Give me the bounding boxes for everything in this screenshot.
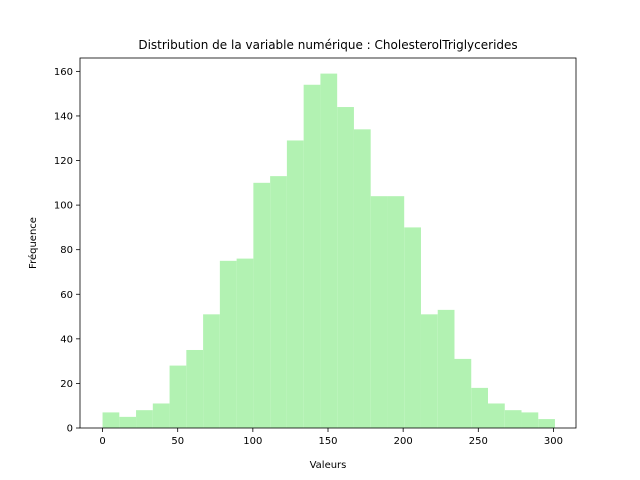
histogram-bar: [437, 309, 455, 428]
x-tick-label: 100: [243, 436, 262, 447]
histogram-bar: [454, 358, 472, 428]
histogram-bar: [270, 176, 287, 428]
x-tick-label: 300: [544, 436, 563, 447]
y-tick-label: 40: [60, 334, 73, 345]
histogram-bar: [169, 365, 187, 428]
y-tick-label: 140: [54, 111, 73, 122]
histogram-bar: [404, 227, 421, 428]
histogram-bar: [488, 403, 505, 428]
histogram-bar: [320, 73, 338, 428]
x-tick-label: 50: [171, 436, 184, 447]
histogram-bar: [303, 84, 321, 428]
histogram-bar: [119, 416, 137, 428]
plot-frame: [79, 57, 577, 429]
histogram-bar: [186, 349, 204, 428]
x-tick-label: 150: [318, 436, 337, 447]
y-tick-label: 120: [54, 156, 73, 167]
histogram-bar: [538, 419, 555, 428]
y-tick-label: 80: [60, 245, 73, 256]
x-axis-label: Valeurs: [310, 460, 347, 471]
bars-group: [102, 73, 555, 428]
histogram-bar: [236, 258, 254, 428]
y-tick-label: 160: [54, 67, 73, 78]
histogram-bar: [102, 412, 120, 428]
y-tick-label: 0: [67, 424, 73, 435]
chart-title: Distribution de la variable numérique : …: [138, 38, 517, 52]
histogram-bar: [370, 196, 388, 428]
histogram-bar: [219, 260, 237, 428]
y-tick-label: 60: [60, 290, 73, 301]
histogram-bar: [286, 140, 304, 428]
histogram-bar: [387, 196, 405, 428]
y-axis: 0 20 40 60 80 100 120 140 160: [54, 67, 80, 435]
histogram-bar: [152, 403, 170, 428]
histogram-bar: [203, 314, 220, 428]
histogram-bar: [471, 387, 488, 428]
x-tick-label: 250: [469, 436, 488, 447]
histogram-bar: [136, 410, 153, 428]
x-axis: 0 50 100 150 200 250 300: [99, 428, 563, 447]
y-axis-label: Fréquence: [27, 217, 39, 269]
histogram-bar: [337, 107, 354, 428]
histogram-bar: [420, 314, 438, 428]
histogram-bar: [353, 129, 371, 428]
histogram-bar: [253, 182, 271, 428]
y-tick-label: 20: [60, 379, 73, 390]
histogram-bar: [521, 412, 539, 428]
histogram-bar: [504, 410, 522, 428]
x-tick-label: 200: [394, 436, 413, 447]
y-tick-label: 100: [54, 201, 73, 212]
x-tick-label: 0: [99, 436, 105, 447]
